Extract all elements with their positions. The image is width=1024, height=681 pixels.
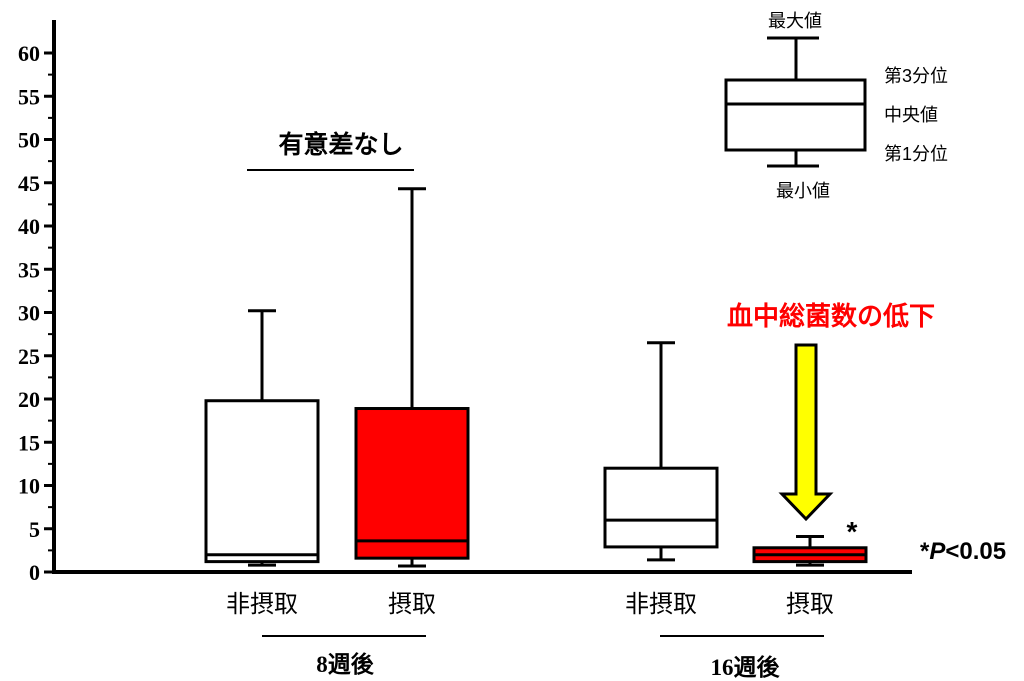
box-1-0	[603, 341, 719, 562]
y-tick-label: 5	[29, 517, 40, 542]
iqr-box	[204, 399, 320, 564]
y-tick-label: 45	[18, 171, 40, 196]
tick-label-16w-nontake: 非摂取	[625, 591, 697, 618]
legend-label-q3: 第3分位	[884, 66, 948, 86]
y-tick-label: 15	[18, 430, 40, 455]
legend-label-median: 中央値	[884, 105, 938, 125]
p-value-p: P	[929, 538, 946, 565]
y-tick-label: 40	[18, 214, 40, 239]
p-value-star: *	[920, 538, 930, 565]
y-tick-label: 25	[18, 344, 40, 369]
significance-star: *	[847, 516, 858, 547]
y-tick-label: 30	[18, 301, 40, 326]
tick-label-16w-take: 摂取	[786, 591, 834, 618]
y-tick-label: 35	[18, 257, 40, 282]
annotation-reduction: 血中総菌数の低下	[727, 301, 935, 331]
y-tick-label: 10	[18, 474, 40, 499]
iqr-box	[603, 466, 719, 549]
group-label-8w: 8週後	[316, 651, 375, 677]
group-label-16w: 16週後	[711, 654, 781, 680]
box-0-1	[354, 187, 470, 568]
legend-label-q1: 第1分位	[884, 144, 948, 164]
box-1-1	[752, 535, 868, 567]
tick-label-8w-nontake: 非摂取	[226, 591, 298, 618]
y-axis-ticks: 0 5 10 15 20 25 30 35 40 45 50 55 60	[18, 41, 54, 585]
boxplot-legend-key: 最大値 第3分位 中央値 第1分位 最小値	[724, 11, 948, 201]
tick-label-8w-take: 摂取	[388, 591, 436, 618]
iqr-box	[354, 407, 470, 560]
legend-box	[724, 78, 867, 152]
y-tick-label: 60	[18, 41, 40, 66]
down-arrow-icon	[778, 343, 834, 522]
p-value-threshold: <0.05	[945, 538, 1006, 565]
annotation-no-significance: 有意差なし	[278, 130, 403, 159]
legend-label-min: 最小値	[776, 181, 830, 201]
y-tick-label: 20	[18, 387, 40, 412]
box-0-0	[204, 309, 320, 567]
box-series	[204, 187, 868, 568]
y-tick-label: 50	[18, 128, 40, 153]
y-tick-label: 0	[29, 560, 40, 585]
y-tick-label: 55	[18, 84, 40, 109]
p-value-note: *P<0.05	[920, 538, 1006, 565]
legend-label-max: 最大値	[768, 11, 822, 31]
